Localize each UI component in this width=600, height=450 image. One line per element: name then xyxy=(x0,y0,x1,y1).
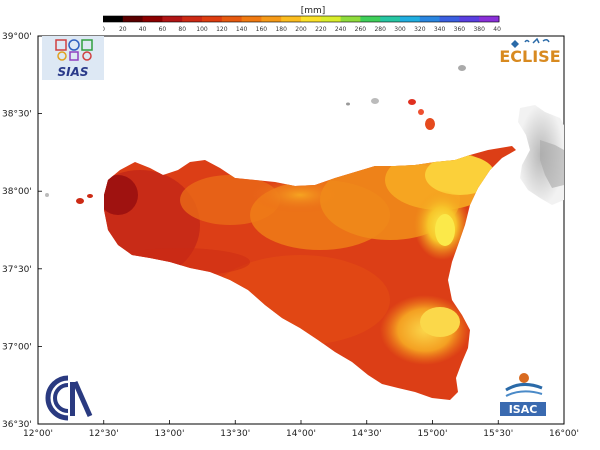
legend-color-segment xyxy=(340,16,361,22)
isac-logo-text: ISAC xyxy=(509,403,538,416)
legend-color-segment xyxy=(221,16,243,22)
legend-tick-label: 340 xyxy=(434,26,446,33)
legend-color-segment xyxy=(479,16,500,22)
isac-logo: ISAC xyxy=(498,370,548,418)
legend-tick-label: 200 xyxy=(295,26,307,33)
legend-tick-labels: 0 20 40 60 80 100 120 140 160 180 200 220 240 260 280 3… xyxy=(103,26,501,33)
longitude-label: 15°30' xyxy=(483,429,513,439)
legend-tick-label: 220 xyxy=(315,26,327,33)
legend-tick-label: 160 xyxy=(256,26,268,33)
legend-tick-label: 80 xyxy=(178,26,186,33)
legend-color-segment xyxy=(400,16,421,22)
egadi-islands xyxy=(45,193,93,204)
precipitation-legend: [mm] 0 20 40 60 80 100 120 140 160 180 200 220 240 26… xyxy=(103,4,501,34)
legend-tick-label: 0 xyxy=(103,26,105,33)
legend-color-segment xyxy=(380,16,401,22)
legend-tick-label: 40 xyxy=(139,26,147,33)
legend-color-segment xyxy=(103,16,124,22)
eclise-logo-text: ECLISE xyxy=(499,47,560,66)
legend-tick-label: 180 xyxy=(275,26,287,33)
legend-tick-label: 300 xyxy=(394,26,406,33)
legend-color-segment xyxy=(182,16,203,22)
longitude-label: 12°00' xyxy=(23,429,53,439)
sias-logo-graphic: SIAS xyxy=(42,36,104,80)
sias-logo: SIAS xyxy=(42,36,104,80)
legend-unit: [mm] xyxy=(301,6,326,16)
legend-tick-label: 240 xyxy=(335,26,347,33)
legend-color-segment xyxy=(241,16,262,22)
calabria-relief xyxy=(540,140,564,188)
aeolian-islands xyxy=(346,65,466,130)
eclise-logo: ECLISE xyxy=(497,36,563,72)
eclise-logo-graphic: ECLISE xyxy=(499,37,561,66)
legend-border xyxy=(103,15,500,23)
legend-tick-label: 20 xyxy=(119,26,127,33)
legend-color-segment xyxy=(122,16,144,22)
legend-tick-label: 280 xyxy=(374,26,386,33)
longitude-label: 13°30' xyxy=(220,429,250,439)
legend-tick-label: 360 xyxy=(454,26,466,33)
sias-logo-text: SIAS xyxy=(57,65,88,79)
latitude-ticks: 39°00' 38°30' 38°00' 37°30' 37°00' 36°30' xyxy=(2,32,42,430)
legend-tick-label: 320 xyxy=(414,26,426,33)
longitude-label: 14°00' xyxy=(286,429,316,439)
legend-color-segment xyxy=(439,16,460,22)
latitude-label: 36°30' xyxy=(2,420,32,430)
legend-tick-label: 400 xyxy=(493,26,501,33)
latitude-label: 37°30' xyxy=(2,265,32,275)
longitude-ticks: 12°00' 12°30' 13°00' 13°30' 14°00' 14°30' 15°0… xyxy=(23,420,579,439)
legend-svg: [mm] 0 20 40 60 80 100 120 140 160 180 200 220 240 26… xyxy=(103,6,501,33)
cnr-logo xyxy=(38,372,96,422)
latitude-label: 39°00' xyxy=(2,32,32,42)
legend-color-segment xyxy=(261,16,282,22)
legend-color-segment xyxy=(281,16,302,22)
legend-color-segment xyxy=(360,16,381,22)
legend-color-segment xyxy=(162,16,183,22)
legend-color-bar xyxy=(103,15,500,23)
legend-color-segment xyxy=(202,16,223,22)
legend-tick-label: 260 xyxy=(355,26,367,33)
cnr-logo-graphic xyxy=(45,375,93,421)
legend-color-segment xyxy=(142,16,163,22)
legend-color-segment xyxy=(320,16,342,22)
legend-color-segment xyxy=(301,16,322,22)
latitude-label: 38°00' xyxy=(2,187,32,197)
isac-logo-graphic: ISAC xyxy=(500,373,546,416)
legend-tick-label: 60 xyxy=(159,26,167,33)
legend-color-segment xyxy=(459,16,480,22)
longitude-label: 12°30' xyxy=(89,429,119,439)
longitude-label: 14°30' xyxy=(352,429,382,439)
legend-tick-label: 120 xyxy=(216,26,228,33)
legend-tick-label: 100 xyxy=(196,26,208,33)
latitude-label: 38°30' xyxy=(2,110,32,120)
longitude-label: 15°00' xyxy=(418,429,448,439)
longitude-label: 13°00' xyxy=(155,429,185,439)
longitude-label: 16°00' xyxy=(549,429,579,439)
legend-tick-label: 140 xyxy=(236,26,248,33)
latitude-label: 37°00' xyxy=(2,342,32,352)
legend-tick-label: 380 xyxy=(473,26,485,33)
legend-color-segment xyxy=(419,16,441,22)
